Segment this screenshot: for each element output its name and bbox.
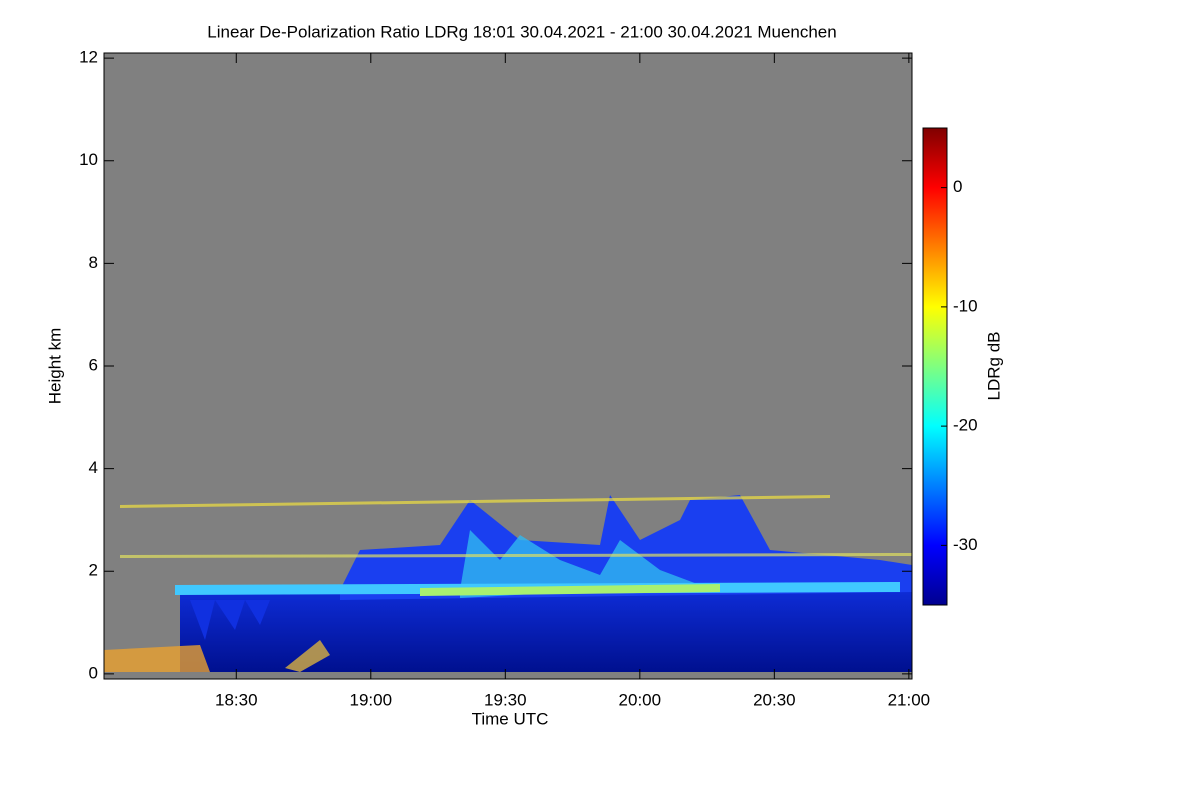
x-axis-label: Time UTC — [472, 709, 549, 728]
echo-region — [120, 553, 912, 558]
colorbar-tick-label: -10 — [953, 296, 978, 315]
y-tick-label: 0 — [89, 663, 98, 682]
x-tick-label: 19:30 — [484, 690, 527, 709]
colorbar — [922, 127, 948, 606]
y-tick-label: 4 — [89, 458, 98, 477]
colorbar-tick-label: 0 — [953, 177, 962, 196]
echo-region — [190, 600, 270, 640]
x-tick-label: 20:00 — [619, 690, 662, 709]
y-tick-label: 8 — [89, 253, 98, 272]
colorbar-tick-label: -30 — [953, 535, 978, 554]
heatmap — [104, 53, 912, 679]
chart-title: Linear De-Polarization Ratio LDRg 18:01 … — [207, 22, 836, 41]
y-tick-label: 2 — [89, 561, 98, 580]
x-tick-label: 20:30 — [753, 690, 796, 709]
echo-region — [285, 640, 330, 672]
echo-region — [420, 584, 720, 596]
y-tick-label: 12 — [79, 48, 98, 67]
echo-region — [120, 495, 830, 508]
echo-region — [104, 645, 210, 672]
y-tick-label: 10 — [79, 150, 98, 169]
colorbar-tick-label: -20 — [953, 416, 978, 435]
x-tick-label: 18:30 — [215, 690, 258, 709]
colorbar-label: LDRg dB — [984, 332, 1003, 401]
y-tick-label: 6 — [89, 355, 98, 374]
x-tick-label: 19:00 — [350, 690, 393, 709]
echo-region — [460, 530, 700, 598]
echo-region — [180, 580, 912, 672]
x-tick-label: 21:00 — [888, 690, 931, 709]
y-axis-label: Height km — [45, 328, 64, 405]
